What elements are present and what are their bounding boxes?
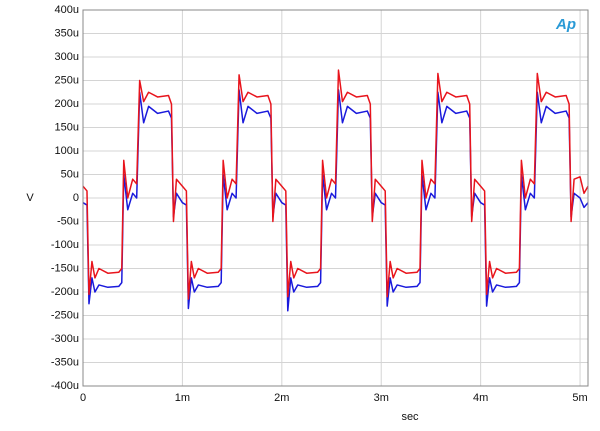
y-tick-label: 200u	[55, 98, 79, 110]
y-tick-label: 400u	[55, 4, 79, 16]
y-tick-label: -50u	[57, 215, 79, 227]
y-tick-label: -150u	[51, 262, 79, 274]
y-tick-label: 150u	[55, 121, 79, 133]
y-tick-label: 250u	[55, 74, 79, 86]
x-axis-label: sec	[401, 411, 419, 423]
y-tick-label: 0	[73, 192, 79, 204]
y-tick-label: 50u	[61, 168, 79, 180]
x-tick-label: 5m	[572, 392, 587, 404]
x-tick-label: 0	[80, 392, 86, 404]
y-tick-label: 300u	[55, 51, 79, 63]
y-tick-label: -350u	[51, 356, 79, 368]
logo: Ap	[555, 16, 576, 33]
x-tick-label: 3m	[374, 392, 389, 404]
y-tick-label: 100u	[55, 145, 79, 157]
plot-border	[82, 9, 589, 387]
series-line	[82, 69, 589, 300]
y-tick-label: -200u	[51, 286, 79, 298]
y-tick-label: 350u	[55, 27, 79, 39]
y-tick-label: -250u	[51, 309, 79, 321]
y-tick-label: -100u	[51, 239, 79, 251]
y-tick-label: -300u	[51, 333, 79, 345]
y-axis-label: V	[26, 192, 34, 204]
x-tick-label: 2m	[274, 392, 289, 404]
y-tick-label: -400u	[51, 380, 79, 392]
x-tick-label: 4m	[473, 392, 488, 404]
x-tick-label: 1m	[175, 392, 190, 404]
